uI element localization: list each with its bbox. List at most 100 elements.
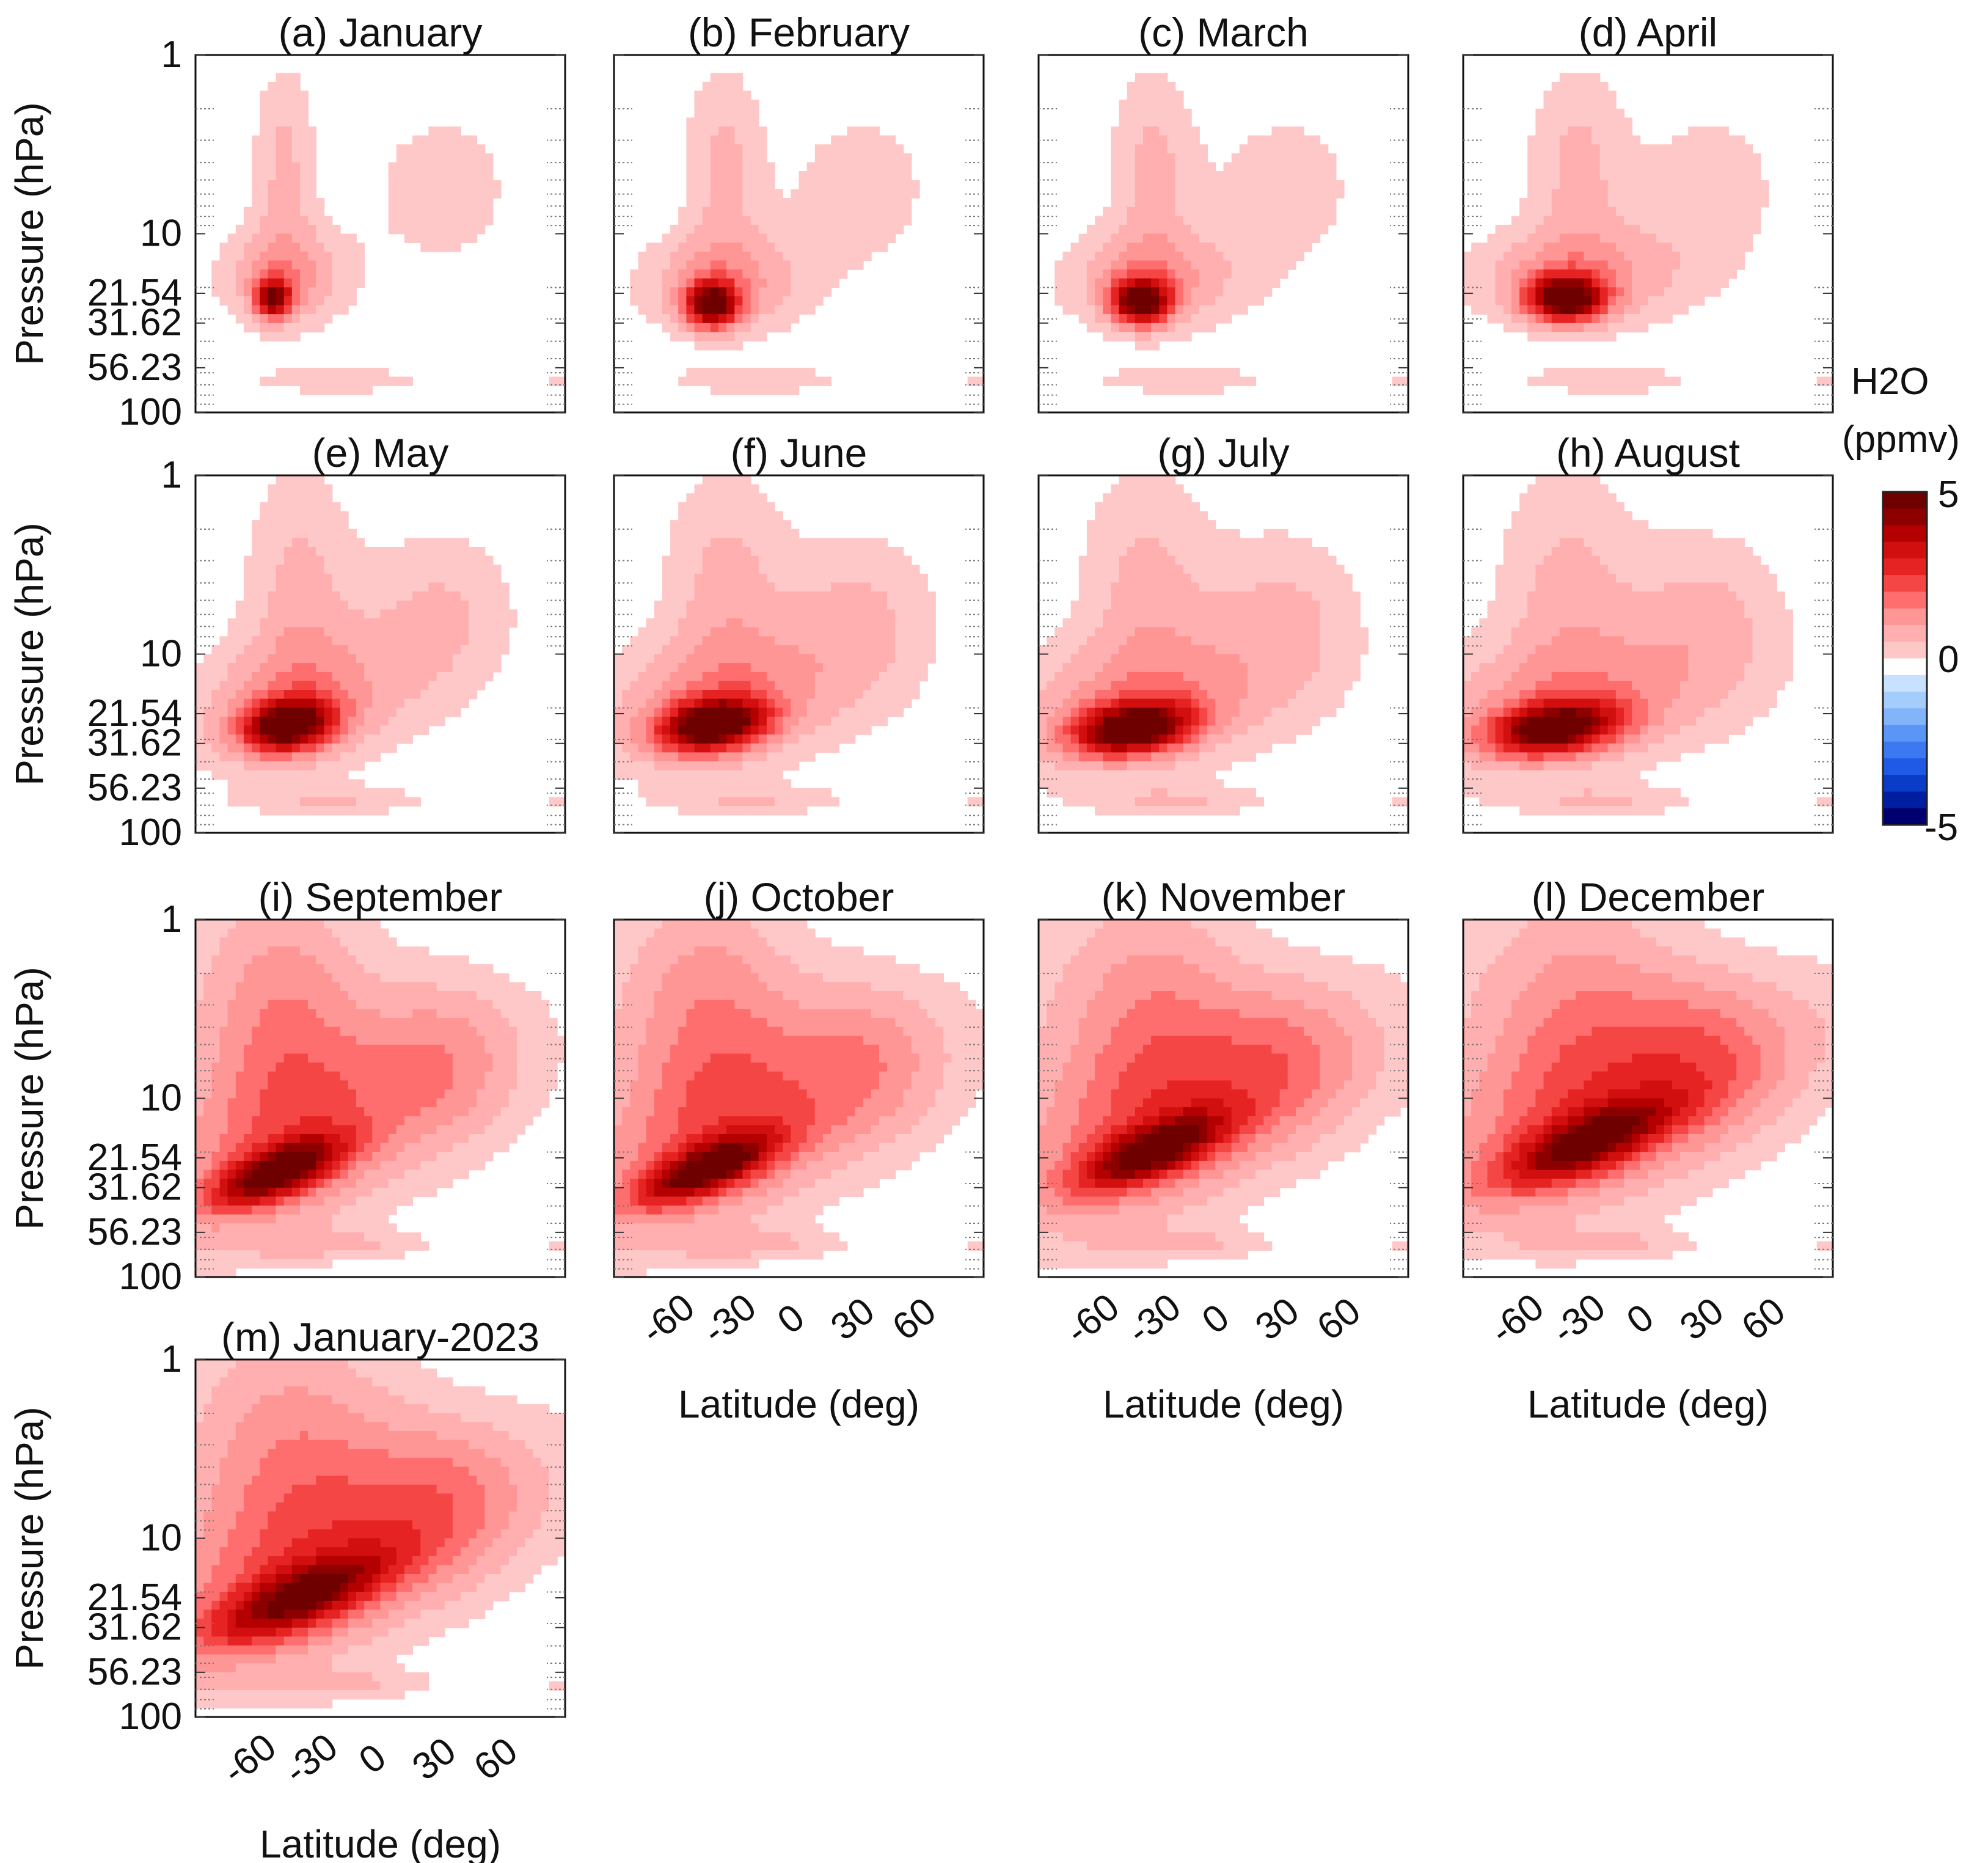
contour-cell <box>388 198 397 208</box>
contour-cell <box>783 314 792 324</box>
contour-cell <box>316 565 325 574</box>
contour-cell <box>871 547 880 557</box>
contour-cell <box>686 296 695 306</box>
contour-cell <box>638 788 647 798</box>
contour-cell <box>1223 180 1232 190</box>
contour-cell <box>1543 278 1552 288</box>
contour-cell <box>420 189 429 199</box>
contour-cell <box>1215 376 1224 386</box>
contour-cell <box>726 555 736 565</box>
contour-cell <box>340 565 349 574</box>
contour-cell <box>1704 207 1713 216</box>
contour-cell <box>324 314 333 324</box>
contour-cell <box>839 636 848 646</box>
contour-cell <box>758 636 767 646</box>
contour-cell <box>678 708 687 717</box>
contour-cell <box>1688 171 1697 181</box>
contour-cell <box>1312 189 1321 199</box>
contour-cell <box>1143 243 1152 252</box>
contour-cell <box>1054 278 1064 288</box>
contour-cell <box>324 520 333 530</box>
contour-cell <box>372 672 381 682</box>
contour-cell <box>412 233 422 243</box>
contour-cell <box>702 698 711 708</box>
contour-cell <box>694 547 703 557</box>
contour-cell <box>791 376 800 386</box>
contour-cell <box>1151 216 1160 225</box>
contour-cell <box>766 663 775 673</box>
contour-cell <box>823 797 831 807</box>
contour-cell <box>1304 153 1312 163</box>
contour-cell <box>404 708 413 717</box>
contour-cell <box>300 654 309 664</box>
contour-cell <box>308 153 317 163</box>
contour-cell <box>268 484 277 494</box>
contour-cell <box>324 734 333 744</box>
contour-cell <box>1175 207 1184 216</box>
contour-cell <box>276 153 285 163</box>
contour-cell <box>855 260 864 270</box>
contour-cell <box>308 591 317 601</box>
contour-cell <box>855 600 864 610</box>
contour-cell <box>461 171 469 181</box>
contour-cell <box>726 547 736 557</box>
contour-cell <box>758 654 767 664</box>
contour-cell <box>268 305 277 315</box>
contour-cell <box>1656 296 1665 306</box>
contour-cell <box>268 690 277 700</box>
contour-cell <box>324 484 333 494</box>
contour-cell <box>718 367 727 378</box>
contour-cell <box>710 243 719 252</box>
contour-cell <box>436 681 445 690</box>
contour-cell <box>903 636 912 646</box>
contour-cell <box>806 198 816 208</box>
contour-cell <box>1720 269 1729 279</box>
contour-cell <box>1607 367 1617 378</box>
contour-cell <box>871 162 880 172</box>
contour-cell <box>903 207 912 216</box>
contour-cell <box>726 144 736 154</box>
contour-cell <box>308 126 317 136</box>
contour-cell <box>364 547 373 557</box>
contour-cell <box>1712 162 1721 172</box>
contour-cell <box>831 555 840 565</box>
contour-cell <box>654 690 663 700</box>
contour-cell <box>420 180 429 190</box>
contour-cell <box>702 314 711 324</box>
contour-cell <box>702 520 711 530</box>
contour-cell <box>308 672 317 682</box>
contour-cell <box>863 216 872 225</box>
contour-cell <box>775 278 783 288</box>
contour-cell <box>428 591 437 601</box>
contour-cell <box>734 725 744 735</box>
contour-cell <box>219 287 228 297</box>
contour-cell <box>1672 180 1681 190</box>
contour-cell <box>356 797 365 807</box>
contour-cell <box>646 278 655 288</box>
contour-cell <box>895 636 904 646</box>
contour-cell <box>283 108 293 119</box>
contour-cell <box>1624 224 1632 235</box>
contour-cell <box>694 573 703 584</box>
contour-cell <box>243 207 252 216</box>
contour-cell <box>702 108 711 119</box>
contour-cell <box>1543 198 1552 208</box>
contour-cell <box>396 376 405 386</box>
contour-cell <box>291 788 301 798</box>
contour-cell <box>1471 305 1480 315</box>
contour-cell <box>1095 296 1104 306</box>
contour-cell <box>622 654 631 664</box>
contour-cell <box>243 323 252 333</box>
contour-cell <box>823 224 831 235</box>
contour-cell <box>806 654 816 664</box>
contour-cell <box>670 323 679 333</box>
contour-cell <box>791 609 800 619</box>
contour-cell <box>276 493 285 503</box>
contour-cell <box>1559 207 1568 216</box>
contour-cell <box>742 367 751 378</box>
contour-cell <box>1255 216 1265 225</box>
contour-cell <box>1535 171 1544 181</box>
contour-cell <box>1712 243 1721 252</box>
contour-cell <box>1167 162 1176 172</box>
contour-cell <box>203 690 213 700</box>
